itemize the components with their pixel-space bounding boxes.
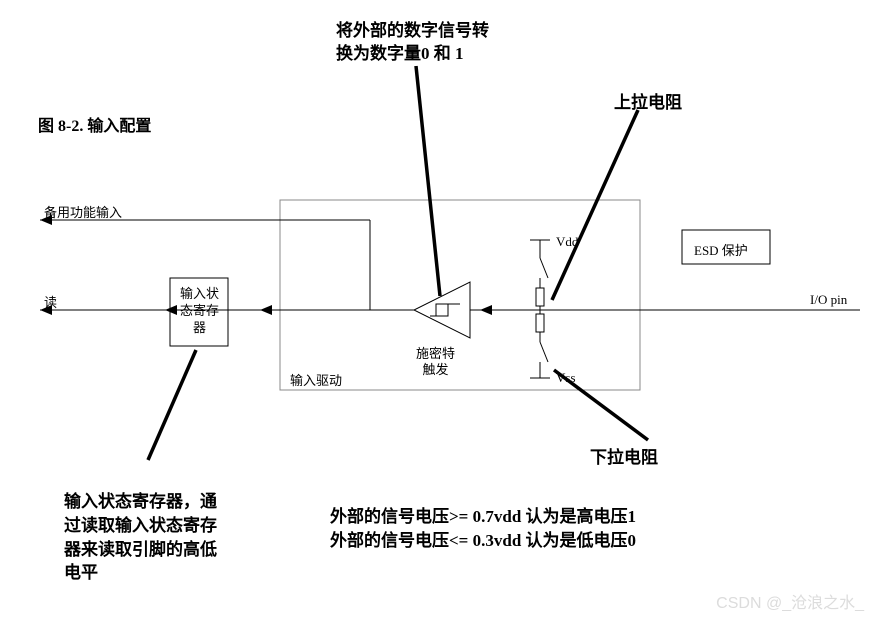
schmitt-annotation-line1: 将外部的数字信号转 xyxy=(336,20,489,43)
vss-label: Vss xyxy=(556,370,576,386)
schmitt-label: 施密特 触发 xyxy=(416,346,455,377)
figure-title: 图 8-2. 输入配置 xyxy=(38,112,151,136)
watermark: CSDN @_沧浪之水_ xyxy=(716,589,864,613)
register-annotation-line4: 电平 xyxy=(64,561,217,585)
register-annotation-line3: 器来读取引脚的高低 xyxy=(64,538,217,562)
register-annotation: 输入状态寄存器，通 过读取输入状态寄存 器来读取引脚的高低 电平 xyxy=(64,490,217,585)
register-annotation-line2: 过读取输入状态寄存 xyxy=(64,514,217,538)
register-annotation-line1: 输入状态寄存器，通 xyxy=(64,490,217,514)
pulldown-annotation: 下拉电阻 xyxy=(590,443,658,468)
register-box-label: 输入状 态寄存 器 xyxy=(180,286,219,337)
schmitt-label-line1: 施密特 xyxy=(416,346,455,362)
schmitt-annotation-line2: 换为数字量0 和 1 xyxy=(336,43,489,66)
input-driver-label: 输入驱动 xyxy=(290,370,342,389)
io-pin-label: I/O pin xyxy=(810,292,847,308)
vdd-label: Vdd xyxy=(556,234,578,250)
register-box-line3: 器 xyxy=(180,320,219,337)
alt-func-input-label: 备用功能输入 xyxy=(44,202,122,221)
register-box-line2: 态寄存 xyxy=(180,303,219,320)
schmitt-annotation: 将外部的数字信号转 换为数字量0 和 1 xyxy=(336,20,489,66)
esd-label: ESD 保护 xyxy=(694,240,748,259)
pullup-annotation: 上拉电阻 xyxy=(614,88,682,113)
voltage-low-note: 外部的信号电压<= 0.3vdd 认为是低电压0 xyxy=(330,529,636,553)
register-box-line1: 输入状 xyxy=(180,286,219,303)
read-label: 读 xyxy=(44,292,57,311)
schmitt-label-line2: 触发 xyxy=(416,362,455,378)
voltage-high-note: 外部的信号电压>= 0.7vdd 认为是高电压1 xyxy=(330,505,636,529)
voltage-notes: 外部的信号电压>= 0.7vdd 认为是高电压1 外部的信号电压<= 0.3vd… xyxy=(330,505,636,553)
